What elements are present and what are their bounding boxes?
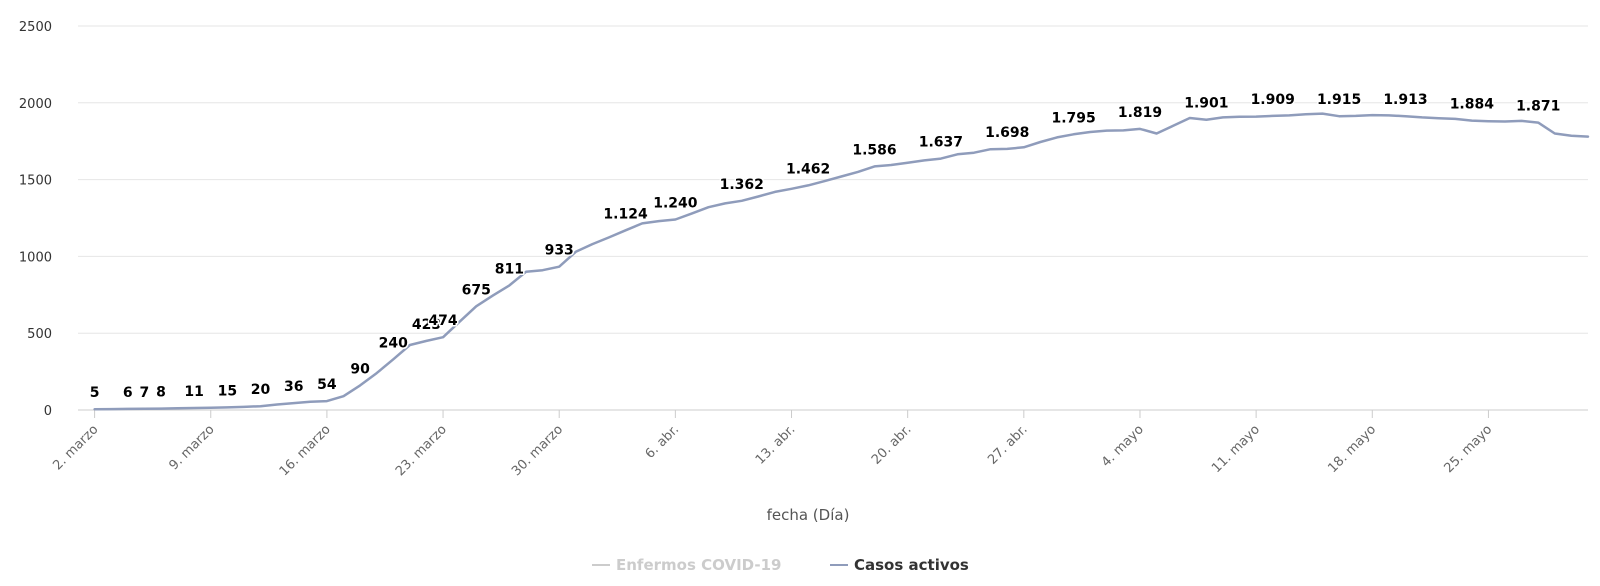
data-label: 1.124 (603, 206, 648, 222)
data-label: 1.913 (1383, 92, 1427, 108)
data-label: 1.795 (1051, 110, 1095, 126)
y-axis: 0 500 1000 1500 2000 2500 (19, 20, 52, 419)
data-label: 1.884 (1450, 97, 1495, 113)
data-label: 90 (350, 361, 370, 377)
data-label: 1.698 (985, 125, 1029, 141)
x-tick-label: 27. abr. (985, 422, 1030, 467)
data-label: 240 (379, 335, 408, 351)
data-label: 1.362 (720, 177, 764, 193)
x-tick-label: 25. mayo (1441, 422, 1495, 476)
y-tick-label: 500 (27, 327, 52, 342)
x-axis: 2. marzo 9. marzo 16. marzo 23. marzo 30. ma… (50, 410, 1495, 479)
x-tick-label: 9. marzo (166, 422, 217, 473)
data-label: 1.909 (1251, 92, 1295, 108)
data-label: 1.462 (786, 161, 830, 177)
data-label: 1.240 (653, 196, 698, 212)
x-tick-label: 23. marzo (393, 422, 450, 479)
data-label: 7 (139, 385, 149, 401)
legend-item-casos-activos[interactable]: Casos activos (854, 556, 969, 574)
data-label: 675 (462, 282, 491, 298)
y-tick-label: 2000 (19, 97, 52, 112)
data-label: 933 (545, 243, 574, 259)
data-label: 1.637 (919, 135, 963, 151)
data-label: 1.915 (1317, 92, 1361, 108)
series-line-casos-activos[interactable] (93, 112, 1590, 411)
data-label: 54 (317, 377, 337, 393)
data-label: 5 (90, 385, 100, 401)
y-tick-label: 2500 (19, 20, 52, 35)
x-tick-label: 4. mayo (1099, 422, 1147, 470)
legend-item-enfermos[interactable]: Enfermos COVID-19 (616, 556, 781, 574)
series-casos-activos (93, 112, 1590, 411)
x-tick-label: 16. marzo (277, 422, 334, 479)
data-label: 20 (251, 382, 271, 398)
y-tick-label: 1500 (19, 174, 52, 189)
legend: Enfermos COVID-19 Casos activos (592, 556, 969, 574)
data-label: 1.819 (1118, 105, 1162, 121)
x-tick-label: 30. marzo (509, 422, 566, 479)
grid (78, 25, 1588, 411)
x-axis-title: fecha (Día) (767, 506, 850, 524)
x-tick-label: 18. mayo (1325, 422, 1379, 476)
x-tick-label: 11. mayo (1209, 422, 1263, 476)
x-tick-label: 13. abr. (753, 422, 798, 467)
data-label: 6 (123, 385, 133, 401)
data-label: 8 (156, 385, 166, 401)
data-labels: 5 6 7 8 11 15 20 36 54902404234746758119331.1241… (88, 90, 1562, 402)
data-label: 1.871 (1516, 99, 1560, 115)
x-tick-label: 6. abr. (643, 422, 683, 462)
data-label: 811 (495, 261, 524, 277)
data-label: 474 (428, 313, 457, 329)
data-label: 1.901 (1184, 96, 1228, 112)
y-tick-label: 0 (44, 404, 52, 419)
data-label: 11 (184, 384, 203, 400)
data-label: 36 (284, 379, 303, 395)
data-label: 423 (412, 317, 441, 333)
x-tick-label: 20. abr. (869, 422, 914, 467)
data-label: 1.586 (852, 142, 896, 158)
data-label: 15 (218, 383, 237, 399)
y-tick-label: 1000 (19, 250, 52, 265)
x-tick-label: 2. marzo (50, 422, 101, 473)
